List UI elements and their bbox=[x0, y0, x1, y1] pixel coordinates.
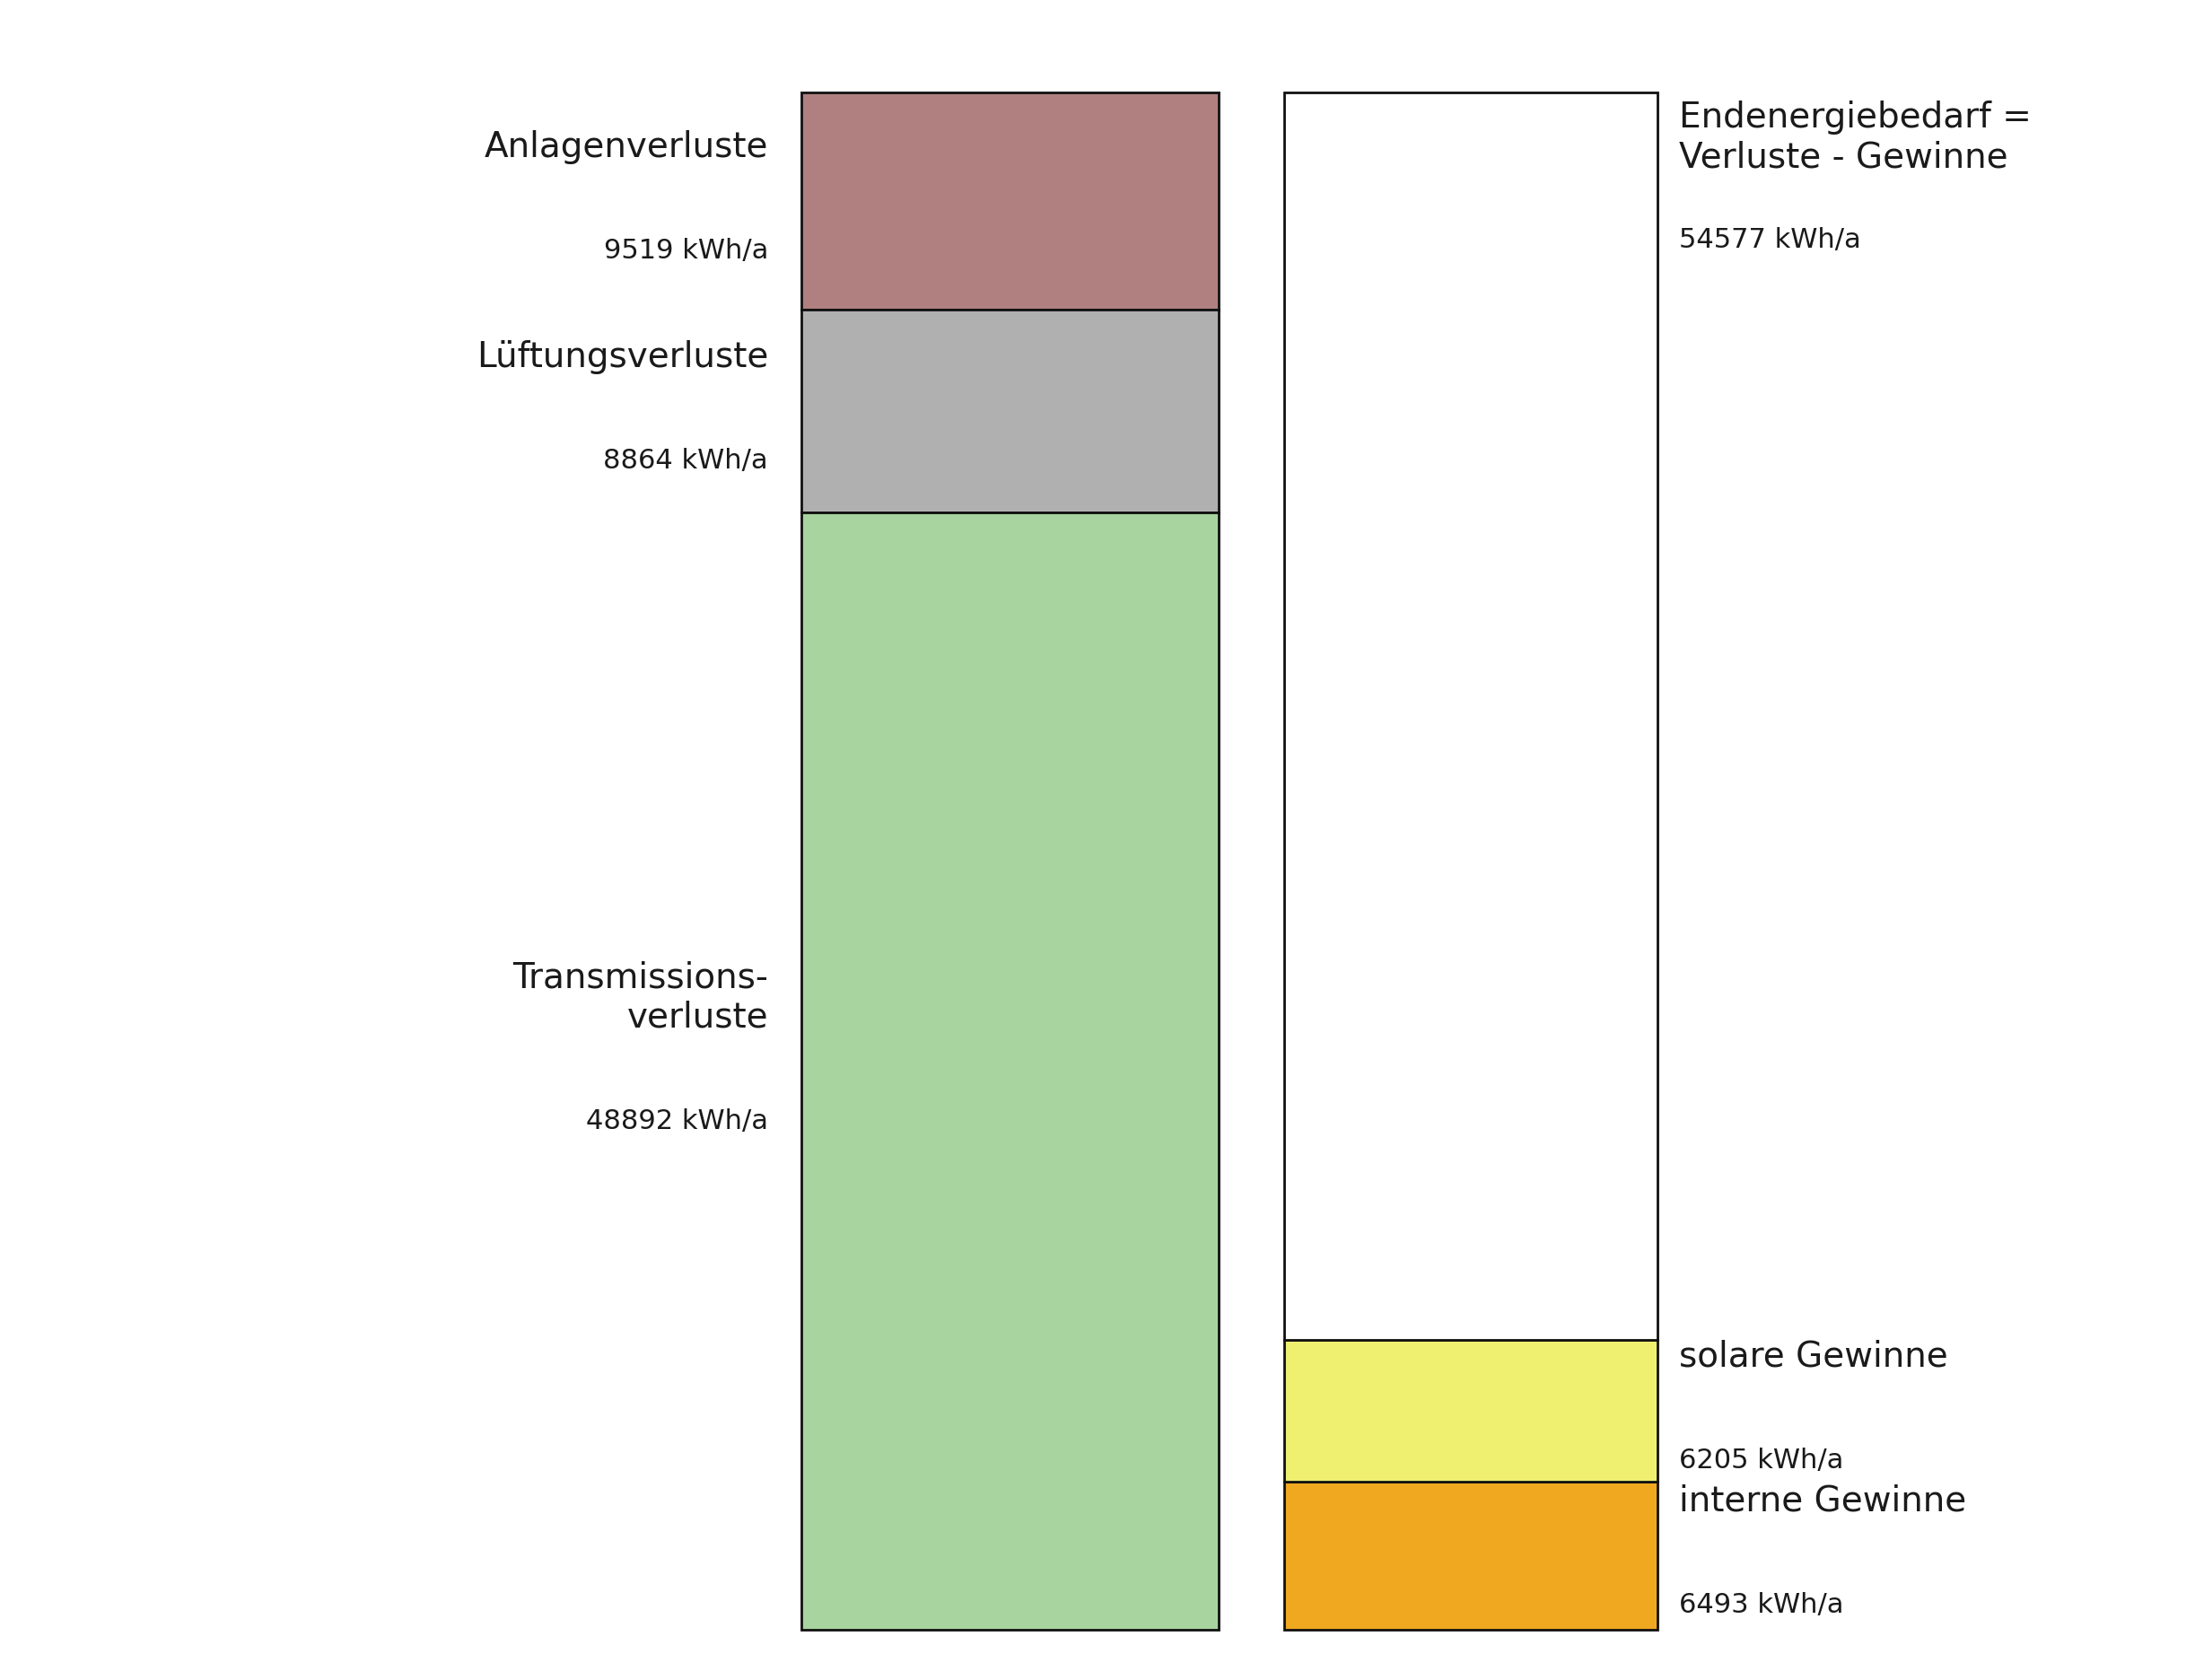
FancyBboxPatch shape bbox=[1284, 1339, 1657, 1482]
Text: interne Gewinne: interne Gewinne bbox=[1679, 1485, 1967, 1519]
Text: 8864 kWh/a: 8864 kWh/a bbox=[604, 449, 768, 474]
Text: 6493 kWh/a: 6493 kWh/a bbox=[1679, 1593, 1844, 1618]
FancyBboxPatch shape bbox=[1284, 1482, 1657, 1630]
FancyBboxPatch shape bbox=[1284, 92, 1657, 1339]
Text: 48892 kWh/a: 48892 kWh/a bbox=[586, 1109, 768, 1134]
Text: 9519 kWh/a: 9519 kWh/a bbox=[604, 239, 768, 264]
Text: 54577 kWh/a: 54577 kWh/a bbox=[1679, 227, 1861, 252]
FancyBboxPatch shape bbox=[801, 309, 1218, 512]
Text: Transmissions-
verluste: Transmissions- verluste bbox=[514, 961, 768, 1035]
FancyBboxPatch shape bbox=[801, 92, 1218, 309]
Text: 6205 kWh/a: 6205 kWh/a bbox=[1679, 1446, 1844, 1473]
Text: Lüftungsverluste: Lüftungsverluste bbox=[476, 339, 768, 375]
Text: solare Gewinne: solare Gewinne bbox=[1679, 1339, 1949, 1373]
Text: Anlagenverluste: Anlagenverluste bbox=[485, 129, 768, 165]
FancyBboxPatch shape bbox=[801, 512, 1218, 1630]
Text: Endenergiebedarf =
Verluste - Gewinne: Endenergiebedarf = Verluste - Gewinne bbox=[1679, 101, 2033, 175]
